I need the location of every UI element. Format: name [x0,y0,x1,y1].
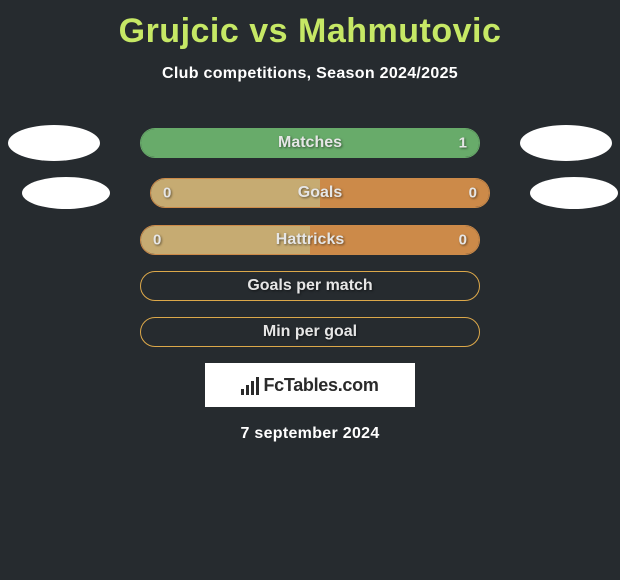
brand-text: FcTables.com [263,375,378,396]
stat-bar-min-per-goal: Min per goal [140,317,480,347]
stat-bar-matches: Matches 1 [140,128,480,158]
stat-label: Min per goal [263,323,357,341]
stat-row-goals-per-match: Goals per match [0,271,620,301]
stat-right-value: 0 [469,185,477,202]
stat-row-hattricks: 0 Hattricks 0 [0,225,620,255]
stat-fill-left [151,179,320,207]
stat-right-value: 1 [459,135,467,152]
brand-bars-icon [241,375,259,395]
stat-bar-goals-per-match: Goals per match [140,271,480,301]
stat-row-min-per-goal: Min per goal [0,317,620,347]
comparison-title: Grujcic vs Mahmutovic [0,0,620,51]
stat-bar-hattricks: 0 Hattricks 0 [140,225,480,255]
brand-badge: FcTables.com [205,363,415,407]
stat-right-value: 0 [459,232,467,249]
stat-row-goals: 0 Goals 0 [0,177,620,209]
stat-row-matches: Matches 1 [0,125,620,161]
player-a-avatar-small [22,177,110,209]
stat-label: Goals [298,184,342,202]
comparison-date: 7 september 2024 [0,425,620,443]
comparison-subtitle: Club competitions, Season 2024/2025 [0,65,620,83]
stat-label: Hattricks [276,231,344,249]
stat-label: Goals per match [247,277,372,295]
stats-container: Matches 1 0 Goals 0 0 Hattricks 0 [0,125,620,347]
stat-left-value: 0 [163,185,171,202]
player-b-avatar [520,125,612,161]
player-b-avatar-small [530,177,618,209]
stat-bar-goals: 0 Goals 0 [150,178,490,208]
stat-label: Matches [278,134,342,152]
stat-left-value: 0 [153,232,161,249]
stat-fill-right [320,179,489,207]
player-a-avatar [8,125,100,161]
